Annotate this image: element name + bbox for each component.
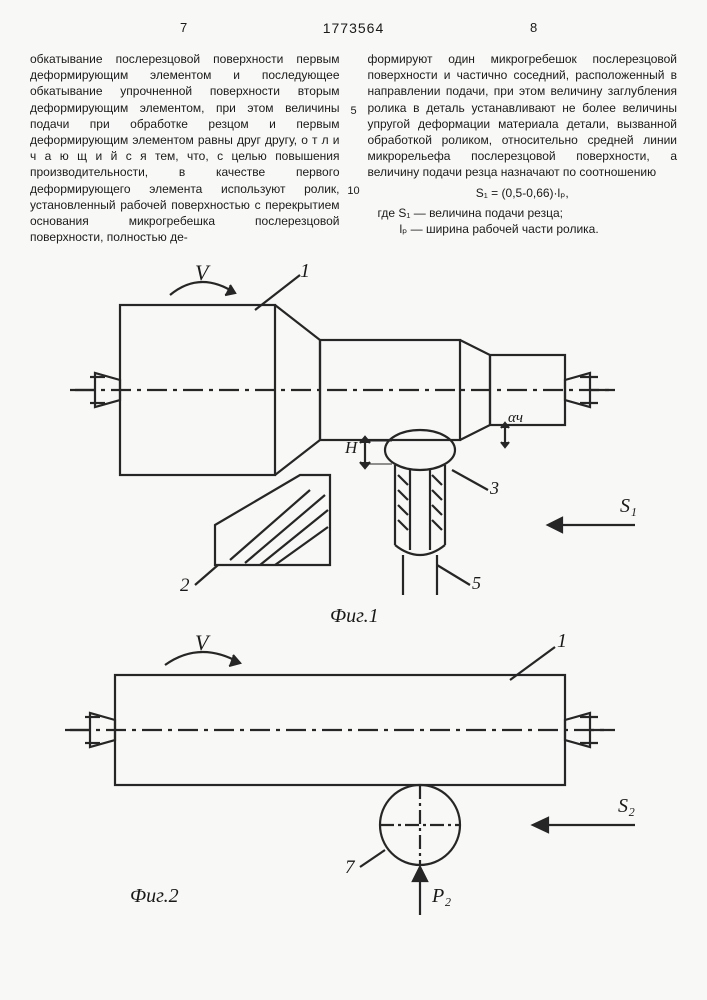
- page-number-right: 8: [530, 20, 537, 35]
- fig1-label-V: V: [195, 260, 208, 286]
- fig1-label-S1: S₁: [620, 495, 637, 518]
- fig2-label-S2: S₂: [618, 795, 635, 818]
- line-marker-10: 10: [347, 185, 359, 197]
- page-number-left: 7: [180, 20, 187, 35]
- text-columns: обкатывание послерезцовой поверхности пе…: [0, 36, 707, 245]
- figure-2-svg: [0, 635, 707, 925]
- left-column-text: обкатывание послерезцовой поверхности пе…: [30, 52, 340, 244]
- fig1-label-1: 1: [300, 260, 310, 283]
- patent-number: 1773564: [323, 20, 385, 36]
- fig1-label-H: H: [345, 438, 357, 458]
- fig1-label-3: 3: [490, 478, 499, 499]
- fig2-label-P2: P₂: [432, 885, 451, 908]
- fig2-label-V: V: [195, 630, 208, 656]
- fig1-caption: Фиг.1: [330, 605, 379, 628]
- page: 7 1773564 8 5 10 обкатывание послерезцов…: [0, 0, 707, 1000]
- where-lp: lₚ — ширина рабочей части ролика.: [400, 221, 678, 237]
- fig1-label-5: 5: [472, 573, 481, 594]
- fig2-label-1: 1: [557, 630, 567, 653]
- header: 1773564: [0, 0, 707, 36]
- figure-2: V 1 7 S₂ P₂ Фиг.2: [0, 635, 707, 925]
- fig2-caption: Фиг.2: [130, 885, 179, 908]
- right-column: формируют один микрогребешок послерезцов…: [368, 51, 678, 245]
- line-marker-5: 5: [350, 105, 356, 117]
- figure-1: V 1 H αч 2 3 5 S₁ Фиг.1: [0, 265, 707, 635]
- fig2-label-7: 7: [345, 857, 355, 879]
- formula: S₁ = (0,5-0,66)·lₚ,: [368, 185, 678, 201]
- fig1-label-2: 2: [180, 575, 190, 597]
- left-column: обкатывание послерезцовой поверхности пе…: [30, 51, 340, 245]
- right-column-text: формируют один микрогребешок послерезцов…: [368, 52, 678, 179]
- where-s1: где S₁ — величина подачи резца;: [378, 205, 678, 221]
- fig1-label-alpha: αч: [508, 410, 523, 427]
